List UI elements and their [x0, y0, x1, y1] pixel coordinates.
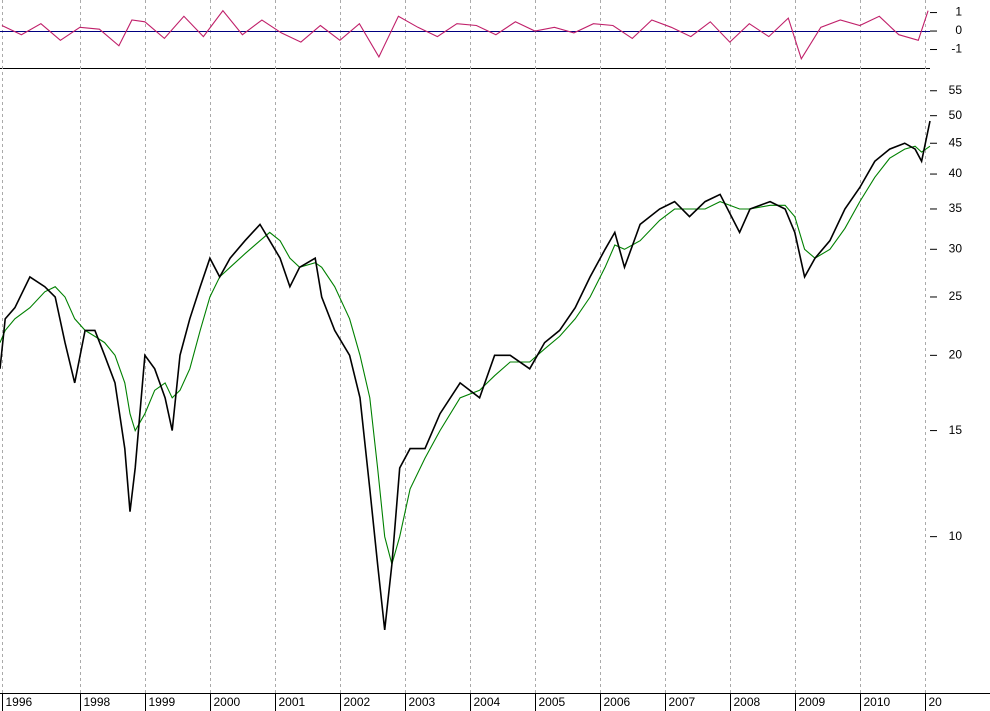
x-tick-label: 2001 [279, 695, 306, 709]
y-tick-label: 20 [949, 348, 963, 362]
x-tick-label: 1996 [6, 695, 33, 709]
y-tick-label: 30 [949, 241, 963, 255]
x-tick-label: 2010 [864, 695, 891, 709]
x-tick-label: 2003 [409, 695, 436, 709]
y-tick-label: 25 [949, 289, 963, 303]
y-tick-label: -1 [951, 42, 962, 56]
x-tick-label: 2006 [604, 695, 631, 709]
x-tick-label: 2008 [734, 695, 761, 709]
x-tick-label: 1999 [149, 695, 176, 709]
x-tick-label: 2007 [669, 695, 696, 709]
x-tick-label: 2009 [799, 695, 826, 709]
x-tick-label: 2005 [539, 695, 566, 709]
x-tick-label: 2002 [344, 695, 371, 709]
x-tick-label: 2004 [474, 695, 501, 709]
series-line [1, 9, 929, 61]
series-line [0, 145, 931, 567]
x-tick-label: 2000 [214, 695, 241, 709]
y-tick-label: 45 [949, 135, 963, 149]
y-tick-label: 10 [949, 529, 963, 543]
series-line [0, 120, 931, 630]
y-tick-label: 15 [949, 423, 963, 437]
y-tick-label: 0 [955, 23, 962, 37]
y-tick-label: 35 [949, 201, 963, 215]
x-tick-label: 20 [929, 695, 943, 709]
y-tick-label: 1 [955, 5, 962, 19]
y-tick-label: 55 [949, 83, 963, 97]
y-tick-label: 40 [949, 166, 963, 180]
y-tick-label: 50 [949, 108, 963, 122]
x-tick-label: 1998 [84, 695, 111, 709]
